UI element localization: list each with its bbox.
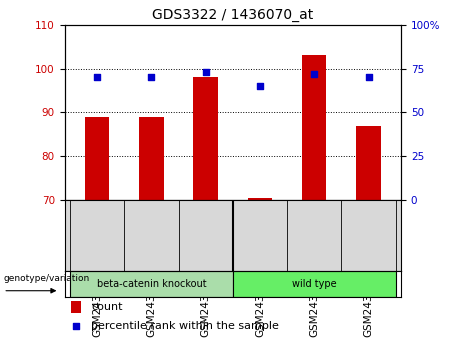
Bar [356, 126, 381, 200]
Point [365, 75, 372, 80]
Bar [233, 271, 396, 297]
Point [94, 75, 101, 80]
Point [148, 75, 155, 80]
Bar [85, 117, 109, 200]
Point [256, 83, 264, 89]
Point [311, 71, 318, 77]
Text: count: count [91, 302, 123, 312]
Bar [70, 271, 233, 297]
Point [72, 323, 80, 329]
Title: GDS3322 / 1436070_at: GDS3322 / 1436070_at [152, 8, 313, 22]
Text: beta-catenin knockout: beta-catenin knockout [96, 279, 206, 289]
Text: genotype/variation: genotype/variation [3, 274, 89, 283]
Bar [194, 78, 218, 200]
Text: wild type: wild type [292, 279, 337, 289]
Bar [139, 117, 164, 200]
Bar [248, 198, 272, 200]
Bar [302, 56, 326, 200]
Text: percentile rank within the sample: percentile rank within the sample [91, 321, 279, 331]
Point [202, 69, 209, 75]
Bar [71, 301, 81, 313]
